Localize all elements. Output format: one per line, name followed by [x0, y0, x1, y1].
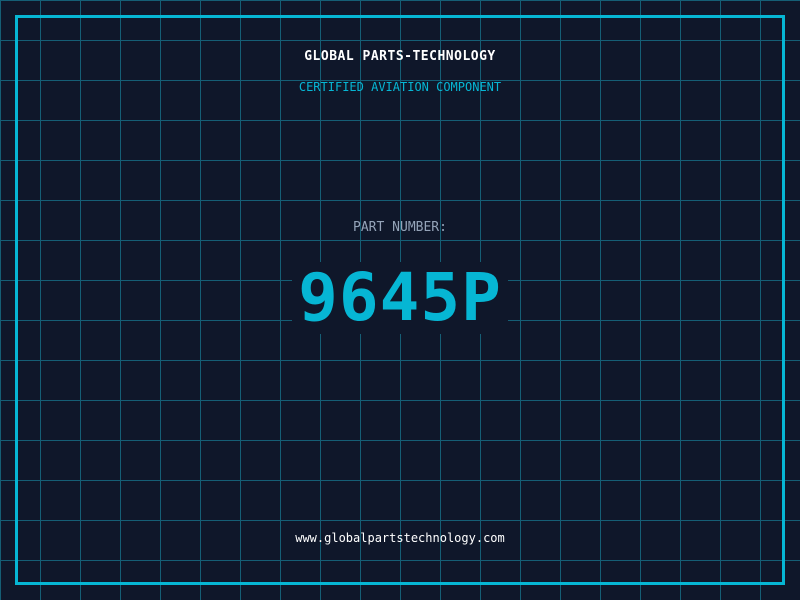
certification-subtitle: CERTIFIED AVIATION COMPONENT — [298, 80, 502, 94]
part-number-value: 9645P — [292, 262, 508, 334]
part-number-label: PART NUMBER: — [353, 220, 447, 235]
website-url: www.globalpartstechnology.com — [295, 531, 505, 545]
company-title: GLOBAL PARTS-TECHNOLOGY — [304, 49, 496, 64]
border-frame — [15, 15, 785, 585]
